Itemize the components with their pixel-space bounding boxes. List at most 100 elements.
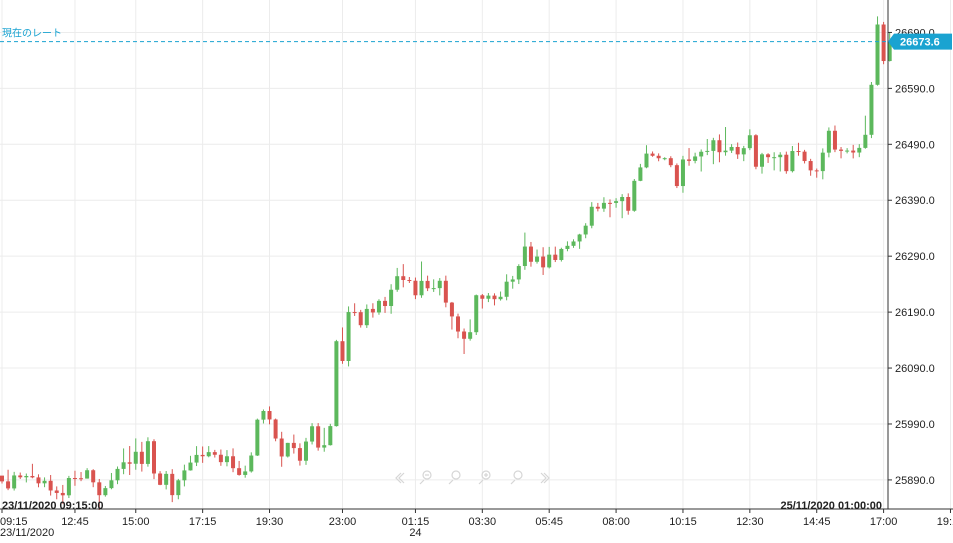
candle-body — [297, 448, 302, 461]
y-tick-label: 26490.0 — [895, 139, 935, 151]
candle-body — [316, 426, 321, 448]
candle-body — [72, 478, 77, 480]
candle — [340, 327, 345, 364]
candle — [644, 145, 649, 169]
candle — [735, 142, 740, 159]
candle-body — [601, 202, 606, 209]
candle — [158, 471, 163, 486]
candle-body — [851, 150, 856, 153]
candle-body — [285, 442, 290, 457]
candle — [790, 145, 795, 173]
candle-body — [620, 196, 625, 202]
candle-body — [79, 478, 84, 480]
candle — [407, 276, 412, 283]
candle — [267, 406, 272, 425]
candle — [510, 275, 515, 289]
y-tick-label: 26090.0 — [895, 363, 935, 375]
candle — [370, 303, 375, 318]
candle-body — [589, 206, 594, 226]
zoom-reset-icon[interactable] — [448, 470, 461, 485]
candle — [243, 465, 248, 478]
candle-body — [115, 468, 120, 481]
candle — [36, 474, 41, 488]
candle-body — [644, 153, 649, 168]
candle — [492, 293, 497, 306]
x-tick-label: 23:00 — [329, 516, 357, 528]
scroll-right-icon[interactable] — [540, 472, 550, 484]
candle-body — [91, 470, 96, 483]
current-rate-tag: 26673.6 — [888, 33, 952, 50]
x-tick-label: 01:15 — [402, 516, 430, 528]
candle-body — [595, 206, 600, 209]
candle-body — [741, 148, 746, 155]
candle-body — [358, 312, 363, 326]
candle-body — [237, 468, 242, 475]
candle-body — [747, 135, 752, 149]
candle — [723, 127, 728, 156]
candle — [565, 241, 570, 252]
candle — [875, 16, 880, 86]
candle — [638, 163, 643, 182]
candle-body — [857, 147, 862, 153]
candle — [139, 441, 144, 472]
candle — [753, 134, 758, 170]
candle — [54, 486, 59, 500]
candle — [766, 153, 771, 163]
zoom-fit-icon[interactable] — [510, 470, 523, 485]
candle — [48, 474, 53, 496]
candle-body — [577, 234, 582, 242]
candle-body — [626, 196, 631, 211]
y-tick-label: 26390.0 — [895, 195, 935, 207]
candle-body — [18, 475, 23, 478]
candle-body — [571, 241, 576, 246]
candle — [328, 423, 333, 446]
candle — [255, 418, 260, 456]
candle — [188, 455, 193, 471]
candle-body — [364, 308, 369, 326]
candle — [127, 446, 132, 475]
candle — [109, 472, 114, 490]
candle — [589, 202, 594, 229]
candle-body — [772, 157, 777, 159]
x-tick-label: 17:00 — [870, 516, 898, 528]
candle — [0, 475, 4, 484]
candle-body — [608, 202, 612, 204]
candle-body — [808, 161, 813, 171]
scroll-left-icon[interactable] — [395, 472, 405, 484]
zoom-out-icon[interactable] — [419, 470, 432, 485]
candle-body — [717, 140, 722, 153]
candle-body — [796, 151, 801, 153]
candles-layer — [0, 16, 892, 511]
candle — [285, 442, 290, 458]
candle-body — [0, 475, 4, 482]
candle-body — [784, 154, 789, 172]
candle-body — [729, 146, 734, 151]
candle-body — [845, 150, 850, 152]
candle — [456, 313, 460, 339]
candle-body — [267, 411, 272, 420]
y-tick-label: 25890.0 — [895, 475, 935, 487]
candle-body — [279, 438, 284, 457]
candle-body — [12, 475, 17, 489]
candle — [334, 339, 339, 427]
candle-body — [820, 152, 825, 172]
candle-body — [291, 442, 296, 449]
candle-body — [48, 480, 53, 491]
candle — [6, 469, 11, 491]
candle — [802, 149, 807, 164]
candle — [358, 309, 363, 328]
grid-lines — [0, 0, 951, 509]
candle-body — [109, 480, 114, 489]
candle — [121, 448, 126, 475]
candle-body — [395, 276, 400, 290]
chart-navigation-controls[interactable] — [395, 470, 550, 485]
candle-body — [486, 295, 491, 299]
candle — [516, 264, 521, 285]
candle-body — [243, 471, 248, 475]
candle-body — [413, 280, 418, 296]
x-tick-label: 08:00 — [602, 516, 630, 528]
candle-body — [346, 312, 351, 361]
y-tick-label: 26590.0 — [895, 83, 935, 95]
zoom-in-icon[interactable] — [478, 470, 491, 485]
candle-body — [261, 411, 266, 420]
